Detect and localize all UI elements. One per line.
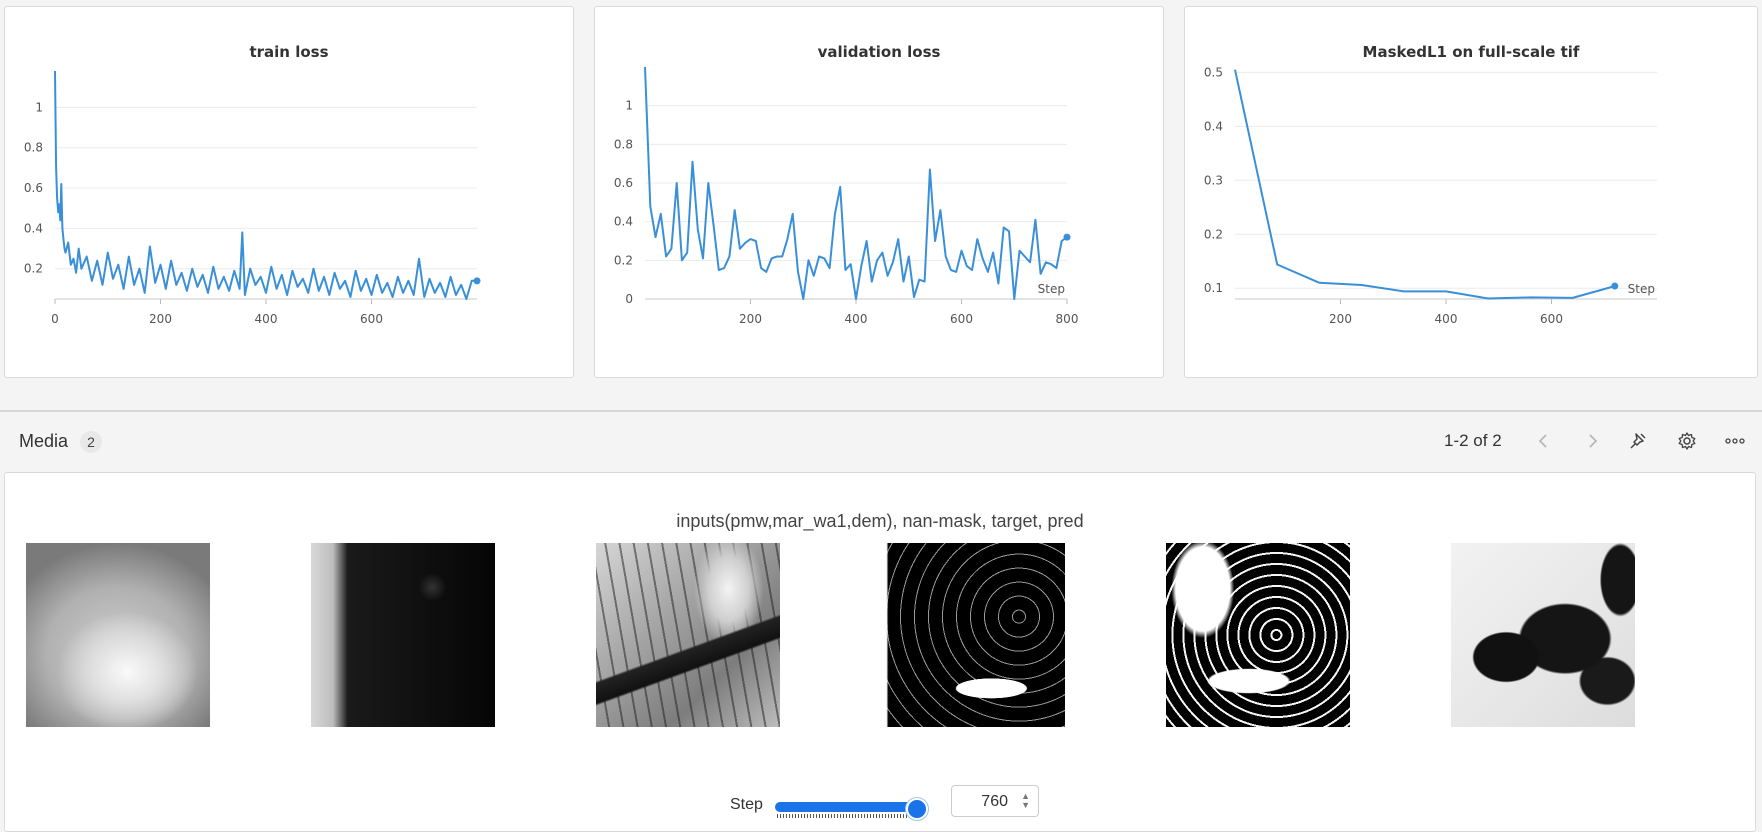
chart-title: MaskedL1 on full-scale tif: [1362, 43, 1580, 61]
y-tick-label: 0.5: [1204, 65, 1223, 79]
more-icon[interactable]: [1720, 426, 1750, 456]
maskedl1-chart: 0.1 0.2 0.3 0.4 0.5 200 400 600 Step: [1204, 65, 1657, 326]
y-tick-label: 1: [35, 100, 43, 114]
x-axis-label: Step: [1628, 282, 1655, 296]
chart-panel-train-loss[interactable]: train loss 0.2 0.4 0.6 0.8 1 0 200 400 600: [4, 6, 574, 378]
media-caption: inputs(pmw,mar_wa1,dem), nan-mask, targe…: [676, 511, 1084, 531]
train-loss-chart: 0.2 0.4 0.6 0.8 1 0 200 400 600: [24, 70, 481, 326]
y-tick-label: 0.6: [24, 181, 43, 195]
media-panel: inputs(pmw,mar_wa1,dem), nan-mask, targe…: [4, 472, 1756, 832]
media-count-badge: 2: [80, 431, 102, 453]
y-tick-label: 0.1: [1204, 281, 1223, 295]
slider-handle[interactable]: [905, 798, 928, 820]
step-label: Step: [730, 796, 763, 813]
series-end-point: [473, 277, 481, 285]
y-tick-label: 0.4: [1204, 119, 1223, 133]
pin-icon[interactable]: [1623, 426, 1653, 456]
x-tick-label: 200: [1329, 312, 1352, 326]
validation-loss-chart: 0 0.2 0.4 0.6 0.8 1 200 400 600 800 Step: [614, 66, 1079, 326]
x-tick-label: 200: [739, 312, 762, 326]
media-image-target[interactable]: [1166, 543, 1350, 727]
x-tick-label: 600: [360, 312, 383, 326]
chevron-left-icon[interactable]: [1529, 426, 1559, 456]
y-tick-label: 0.8: [614, 137, 633, 151]
step-input[interactable]: 760 ▲ ▼: [951, 785, 1039, 817]
x-tick-label: 400: [255, 312, 278, 326]
x-axis-label: Step: [1038, 282, 1065, 296]
y-tick-label: 1: [625, 99, 633, 113]
series-line: [644, 66, 1068, 300]
y-tick-label: 0.8: [24, 141, 43, 155]
series-line: [1234, 69, 1616, 300]
media-image-pmw[interactable]: [26, 543, 210, 727]
chart-title: train loss: [249, 43, 329, 61]
media-image-pred[interactable]: [1451, 543, 1635, 727]
series-end-point: [1611, 282, 1619, 290]
slider-track: [775, 802, 923, 812]
y-tick-label: 0.2: [614, 253, 633, 267]
series-line: [54, 70, 477, 300]
chart-panel-maskedl1[interactable]: MaskedL1 on full-scale tif 0.1 0.2 0.3 0.4 0…: [1184, 6, 1758, 378]
chart-panel-validation-loss[interactable]: validation loss 0 0.2 0.4 0.6 0.8 1 200 400 600 8…: [594, 6, 1164, 378]
media-section-header: Media 2 1-2 of 2: [0, 412, 1762, 470]
media-image-dem[interactable]: [596, 543, 780, 727]
spinner-icon[interactable]: ▲ ▼: [1021, 791, 1030, 810]
y-tick-label: 0.3: [1204, 173, 1223, 187]
x-tick-label: 200: [149, 312, 172, 326]
chart-title: validation loss: [817, 43, 941, 61]
section-divider: [0, 410, 1762, 412]
x-tick-label: 600: [950, 312, 973, 326]
x-tick-label: 400: [1435, 312, 1458, 326]
step-value: 760: [981, 793, 1008, 810]
pager-text: 1-2 of 2: [1444, 431, 1502, 450]
gear-icon[interactable]: [1672, 426, 1702, 456]
y-tick-label: 0.2: [1204, 227, 1223, 241]
x-tick-label: 400: [845, 312, 868, 326]
chevron-right-icon[interactable]: [1577, 426, 1607, 456]
y-tick-label: 0.4: [24, 221, 43, 235]
media-image-nan-mask[interactable]: [881, 543, 1065, 727]
x-tick-label: 600: [1540, 312, 1563, 326]
series-end-point: [1063, 233, 1071, 241]
y-tick-label: 0.2: [24, 262, 43, 276]
y-tick-label: 0: [625, 292, 633, 306]
x-tick-label: 0: [51, 312, 59, 326]
slider-ticks: [777, 814, 921, 818]
media-image-mar-wa1[interactable]: [311, 543, 495, 727]
media-section-title[interactable]: Media: [19, 431, 69, 451]
x-tick-label: 800: [1056, 312, 1079, 326]
y-tick-label: 0.4: [614, 215, 633, 229]
y-tick-label: 0.6: [614, 176, 633, 190]
step-slider[interactable]: [775, 798, 935, 822]
